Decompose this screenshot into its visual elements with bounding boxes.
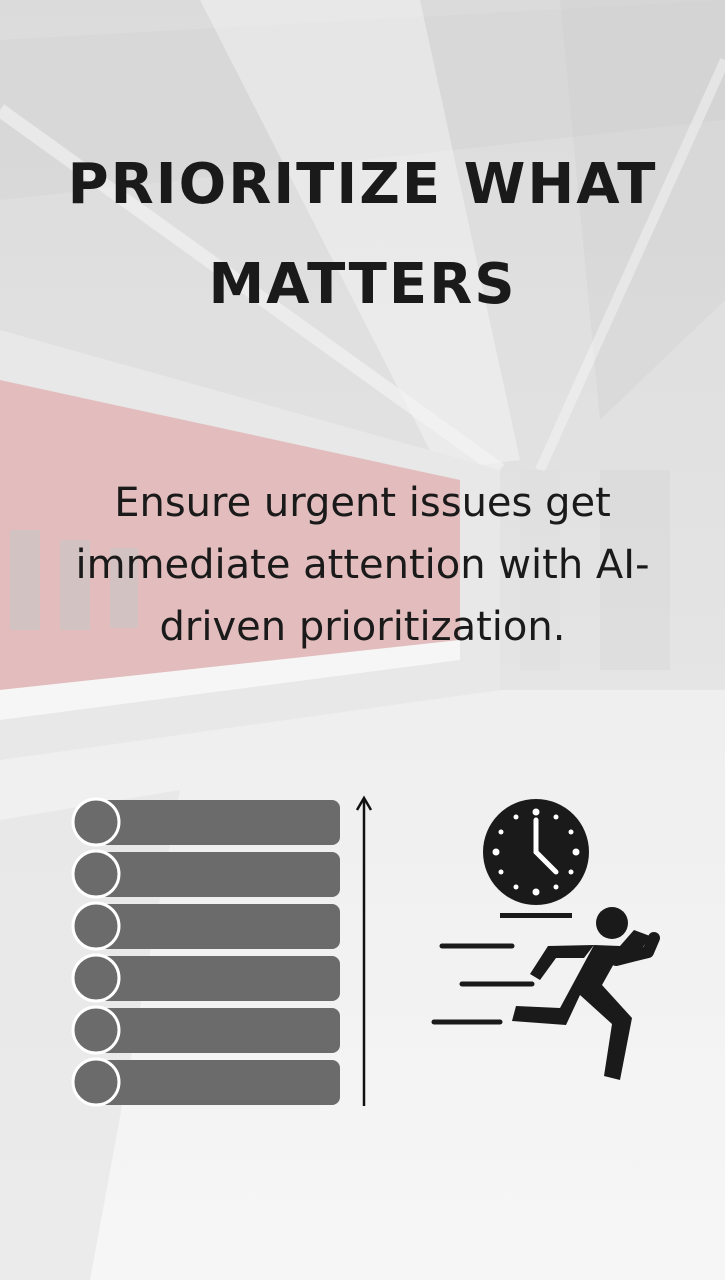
description-line-3: driven prioritization. [159, 604, 566, 650]
description-line-2: immediate attention with AI- [75, 542, 650, 588]
priority-list-icon [71, 797, 340, 1107]
list-bar [71, 797, 340, 847]
up-arrow-icon [355, 795, 373, 1106]
title-line-2: MATTERS [208, 252, 517, 317]
list-bar [71, 1057, 340, 1107]
prioritization-illustration [71, 795, 660, 1107]
list-bar [71, 849, 340, 899]
description-line-1: Ensure urgent issues get [114, 480, 611, 526]
list-bar [71, 901, 340, 951]
list-bar [71, 953, 340, 1003]
list-bar [71, 1005, 340, 1055]
clock-icon [483, 799, 589, 918]
running-person-icon [431, 907, 660, 1080]
description: Ensure urgent issues get immediate atten… [30, 472, 695, 658]
title-line-1: PRIORITIZE WHAT [67, 152, 658, 217]
